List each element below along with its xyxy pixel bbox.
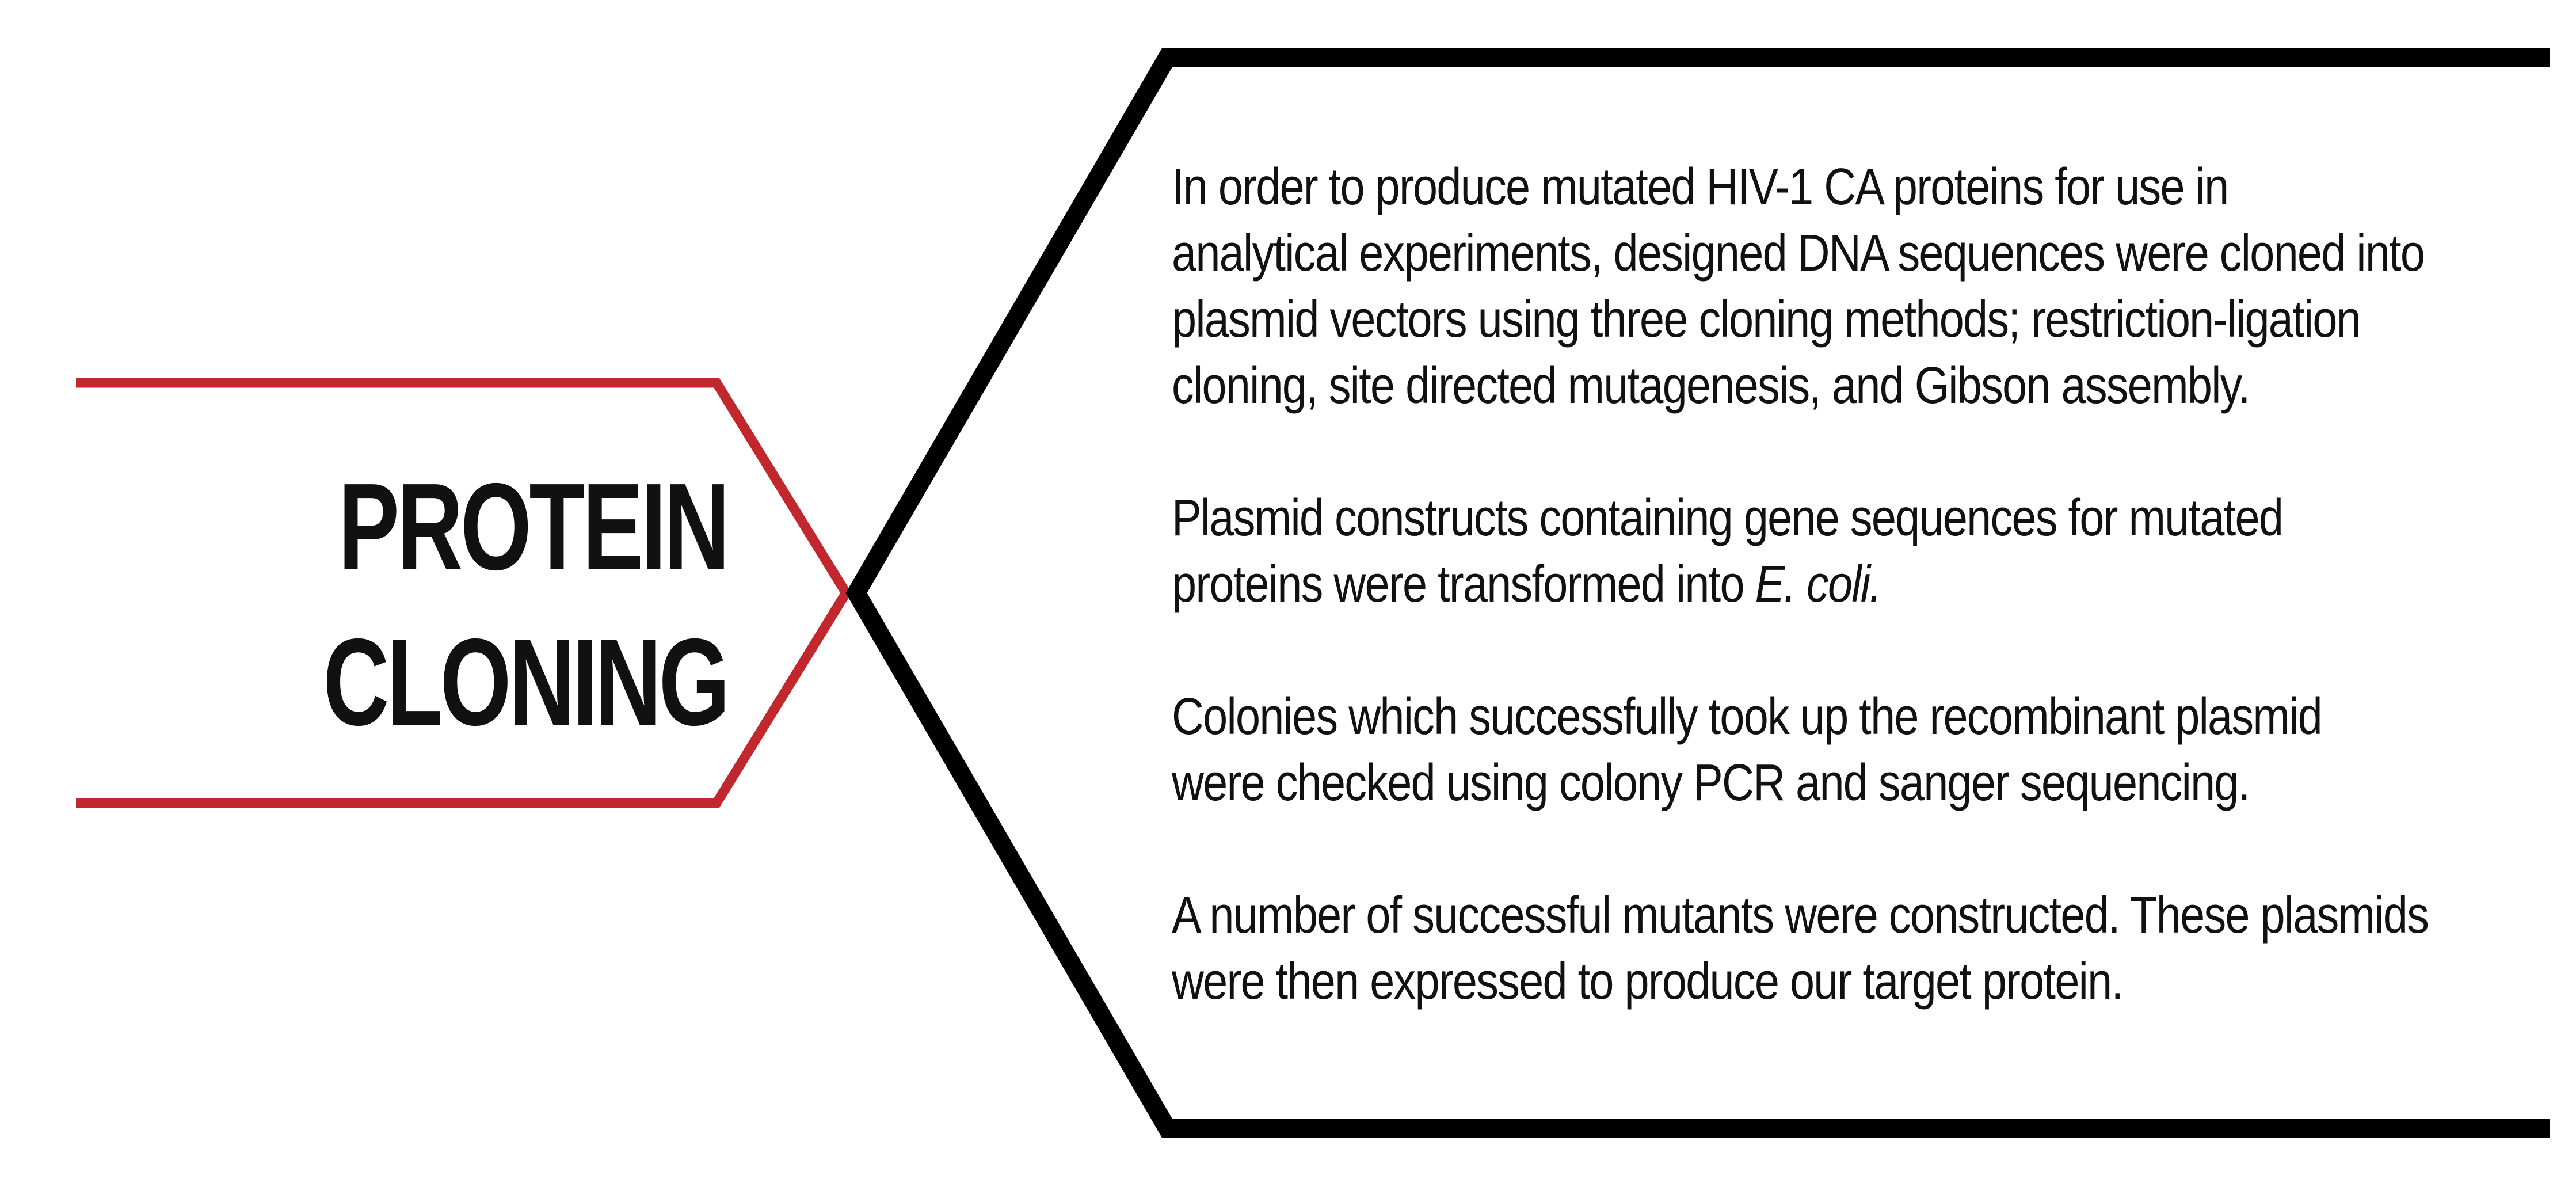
section-title-line-1: PROTEIN — [338, 457, 730, 596]
paragraph-screening: Colonies which successfully took up the … — [1172, 684, 2340, 816]
paragraph-line-text: proteins were transformed into — [1172, 556, 1755, 613]
section-title-line-2: CLONING — [323, 613, 730, 751]
black-chevron-outline — [845, 48, 2550, 1138]
paragraph-line: analytical experiments, designed DNA seq… — [1172, 225, 2425, 282]
organism-name: E. coli. — [1755, 556, 1882, 613]
paragraph-transformation: Plasmid constructs containing gene seque… — [1172, 485, 2340, 618]
paragraph-line: were then expressed to produce our targe… — [1172, 953, 2124, 1010]
paragraph-line: cloning, site directed mutagenesis, and … — [1172, 357, 2250, 414]
section-title: PROTEIN CLONING — [259, 449, 730, 760]
paragraph-line: In order to produce mutated HIV-1 CA pro… — [1172, 158, 2229, 216]
paragraph-line: A number of successful mutants were cons… — [1172, 887, 2429, 944]
paragraph-line: Plasmid constructs containing gene seque… — [1172, 489, 2284, 547]
paragraph-line: Colonies which successfully took up the … — [1172, 688, 2323, 745]
paragraph-line: proteins were transformed into E. coli. — [1172, 551, 2340, 618]
paragraph-cloning-methods: In order to produce mutated HIV-1 CA pro… — [1172, 154, 2425, 419]
paragraph-line: were checked using colony PCR and sanger… — [1172, 754, 2250, 812]
paragraph-line: plasmid vectors using three cloning meth… — [1172, 291, 2361, 348]
paragraph-outcome: A number of successful mutants were cons… — [1172, 883, 2429, 1015]
description-text: In order to produce mutated HIV-1 CA pro… — [1172, 154, 2530, 1015]
